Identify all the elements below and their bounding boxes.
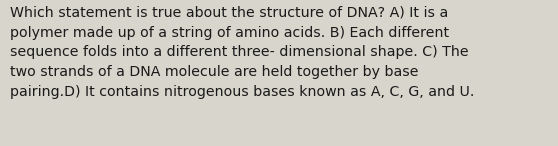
Text: Which statement is true about the structure of DNA? A) It is a
polymer made up o: Which statement is true about the struct… <box>10 6 474 99</box>
